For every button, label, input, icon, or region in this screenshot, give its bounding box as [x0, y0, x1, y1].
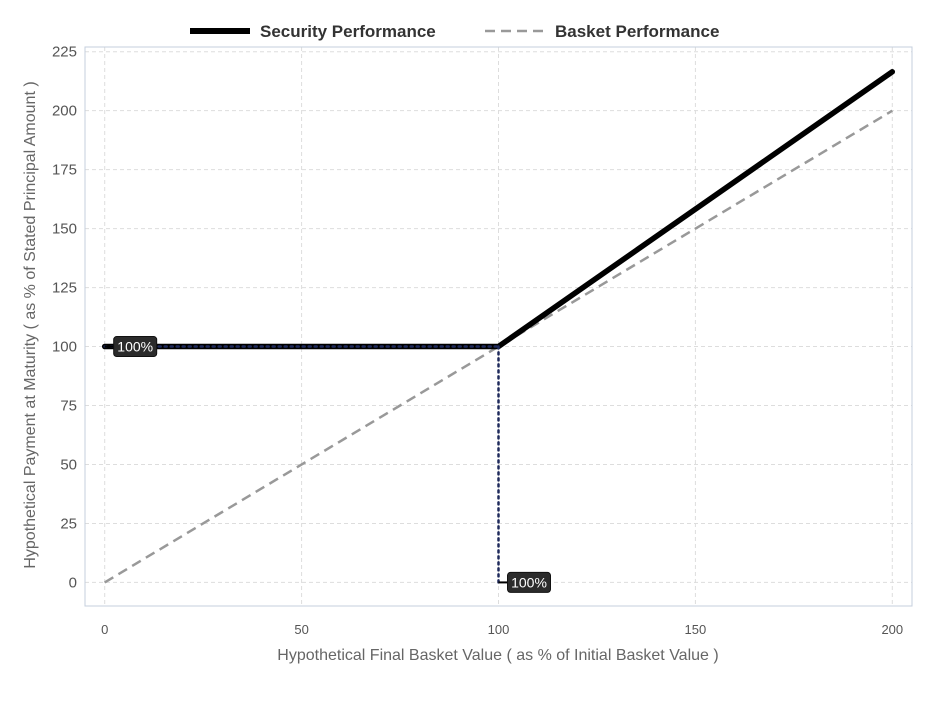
legend-label: Security Performance [260, 22, 436, 41]
y-tick-label: 100 [52, 339, 77, 356]
annotation-label: 100% [117, 339, 153, 355]
y-axis-ticks: 0 25 50 75 100 125 150 175 200 225 [52, 44, 77, 592]
x-tick-label: 200 [881, 622, 903, 637]
x-tick-label: 150 [685, 622, 707, 637]
y-tick-label: 150 [52, 221, 77, 238]
annotation-box [113, 336, 158, 358]
reference-lines [103, 345, 500, 584]
annotation: 100% [498, 571, 551, 593]
y-tick-label: 225 [52, 44, 77, 61]
annotation-label: 100% [511, 574, 547, 590]
legend-item-security-performance: Security Performance [190, 22, 436, 41]
x-tick-label: 50 [294, 622, 308, 637]
plot-frame [84, 46, 913, 607]
x-axis-ticks: 0 50 100 150 200 [101, 622, 903, 637]
legend: Security Performance Basket Performance [190, 22, 719, 41]
series-line-basket-performance [104, 109, 893, 584]
y-tick-label: 125 [52, 280, 77, 297]
y-tick-label: 50 [60, 456, 77, 473]
x-tick-label: 100 [488, 622, 510, 637]
annotation-box [507, 571, 551, 593]
y-tick-label: 175 [52, 162, 77, 179]
legend-label: Basket Performance [555, 22, 719, 41]
annotation: 100% [104, 336, 158, 358]
y-axis-title: Hypothetical Payment at Maturity ( as % … [22, 81, 39, 568]
y-tick-label: 200 [52, 103, 77, 120]
x-tick-label: 0 [101, 622, 108, 637]
y-tick-label: 25 [60, 515, 77, 532]
legend-item-basket-performance: Basket Performance [485, 22, 719, 41]
annotations: 100% 100% [104, 336, 551, 593]
y-tick-label: 0 [69, 574, 77, 591]
y-tick-label: 75 [60, 398, 77, 415]
x-axis-title: Hypothetical Final Basket Value ( as % o… [277, 647, 718, 664]
